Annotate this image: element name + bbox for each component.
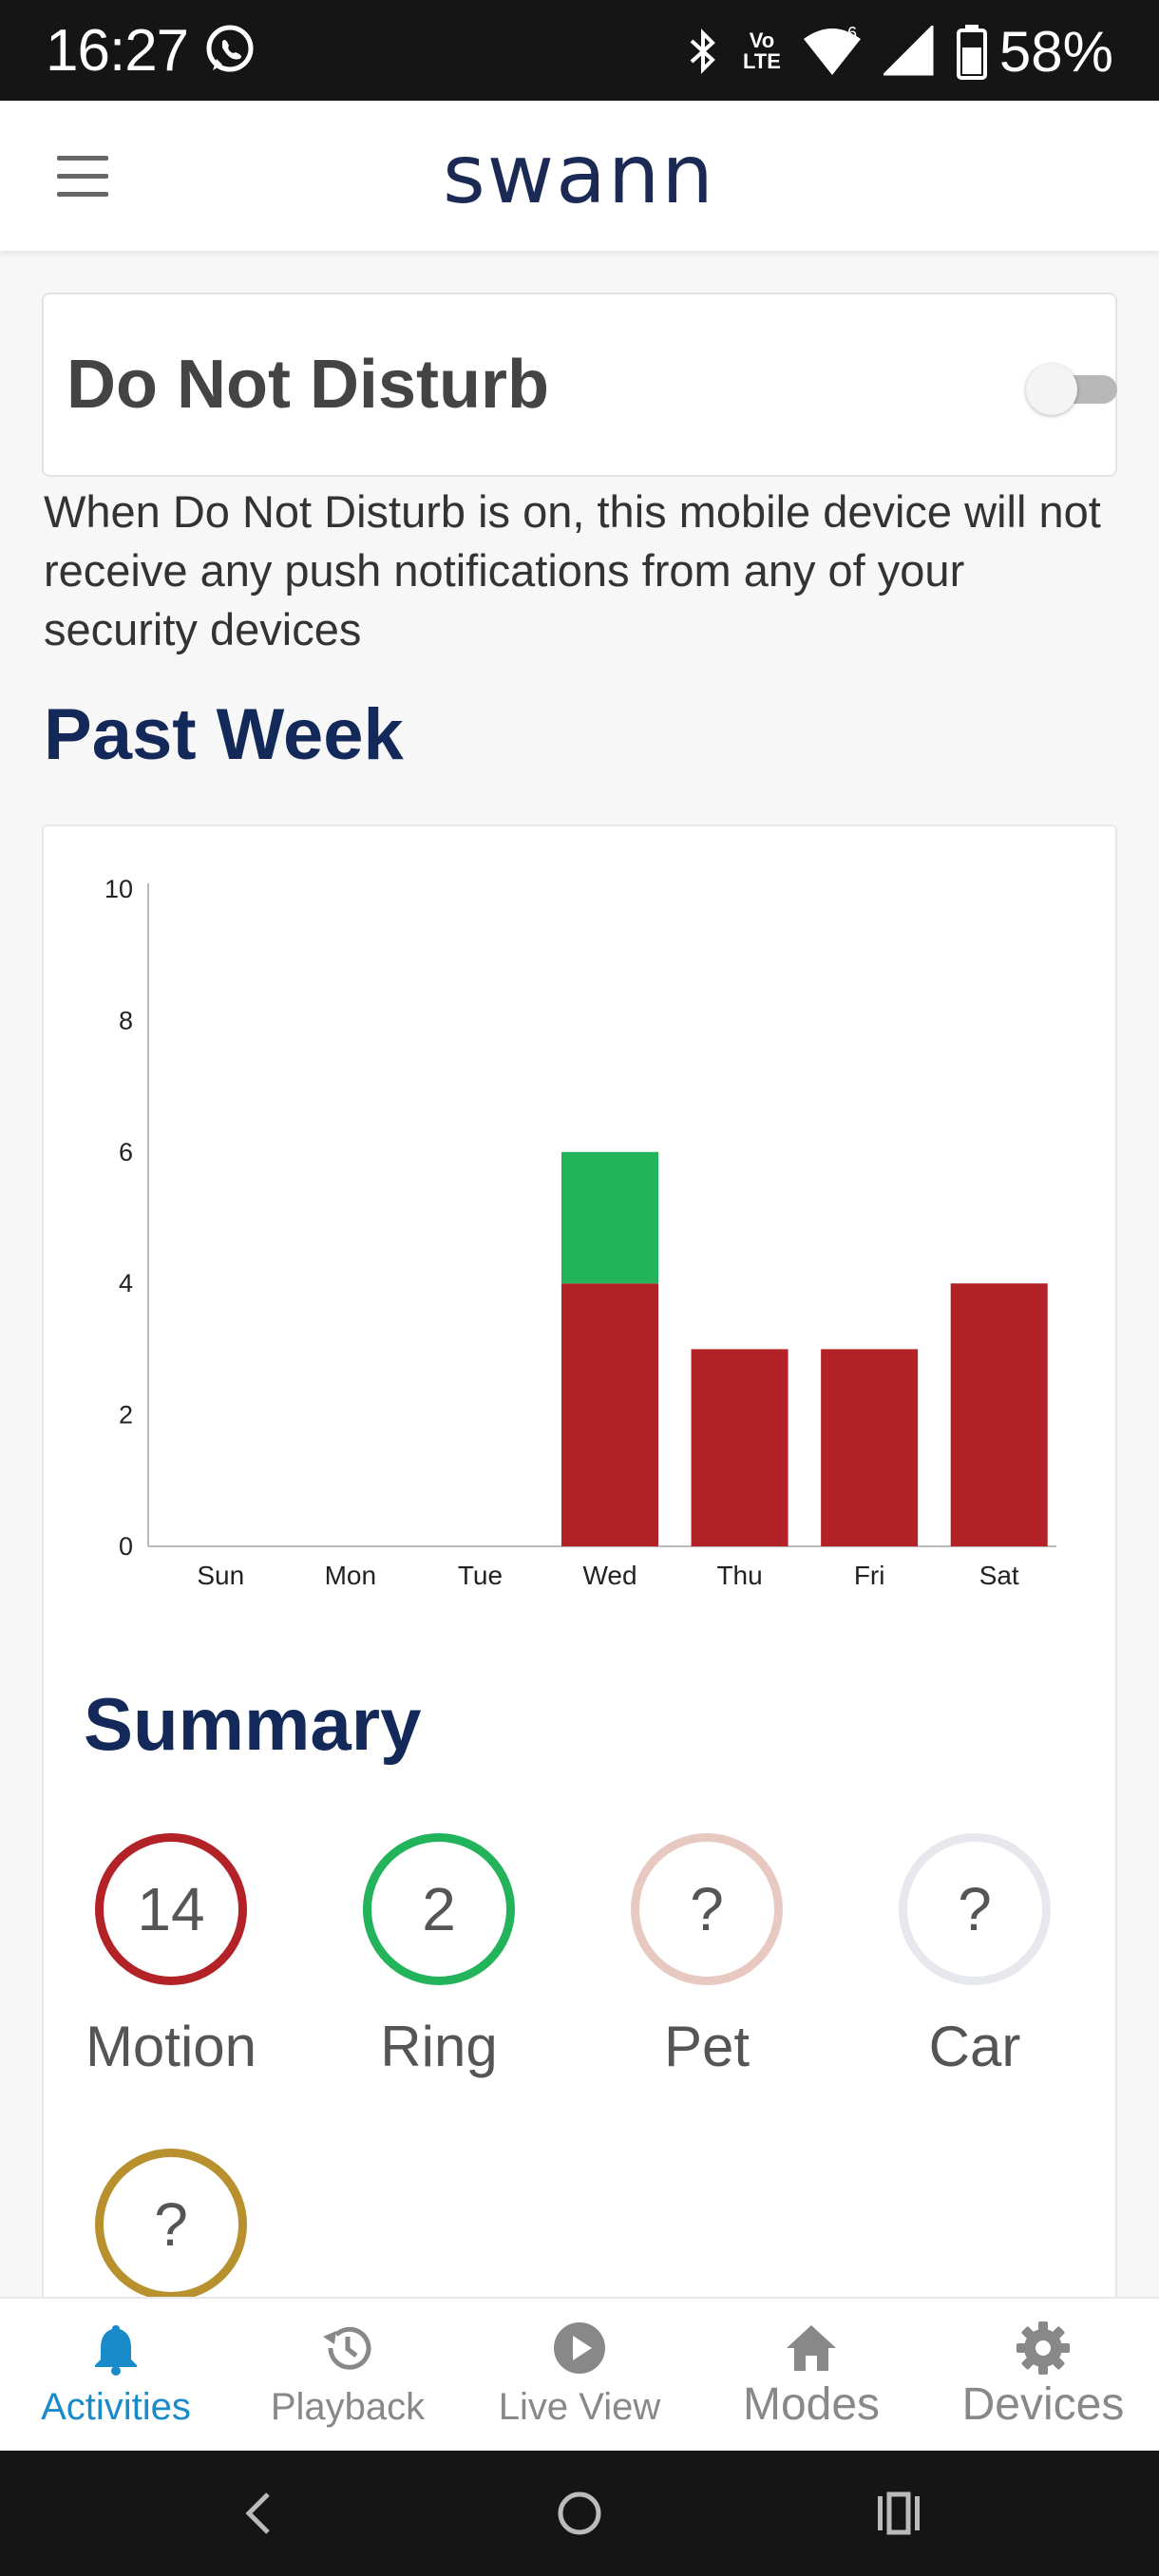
chart-card: 0 2 4 6 8 10 Sun Mon Tue Wed Thu Fri Sat bbox=[42, 824, 1117, 2306]
x-tick-label: Thu bbox=[716, 1561, 762, 1590]
volte-bottom-label: LTE bbox=[742, 49, 781, 73]
home-icon bbox=[787, 2325, 836, 2371]
bottom-nav: Activities Playback Live View Modes bbox=[0, 2297, 1159, 2451]
summary-item-motion[interactable]: 14 Motion bbox=[57, 1833, 285, 2079]
y-tick-label: 10 bbox=[104, 875, 133, 903]
bluetooth-icon bbox=[690, 28, 715, 74]
status-icons: Vo LTE 6 58% bbox=[684, 15, 1113, 87]
summary-label: Motion bbox=[85, 2015, 257, 2078]
dnd-toggle[interactable] bbox=[1026, 364, 1119, 415]
battery-icon bbox=[956, 25, 987, 80]
chart-labels: 0 2 4 6 8 10 Sun Mon Tue Wed Thu Fri Sat bbox=[104, 875, 1019, 1590]
summary-item-ring[interactable]: 2 Ring bbox=[325, 1833, 553, 2079]
chart-bars bbox=[561, 1151, 1048, 1546]
bar-sat-series-0 bbox=[950, 1283, 1048, 1546]
summary-circle: ? bbox=[899, 1833, 1051, 1985]
summary-label: Car bbox=[928, 2015, 1021, 2078]
y-tick-label: 4 bbox=[119, 1269, 133, 1297]
x-tick-label: Sun bbox=[197, 1561, 244, 1590]
bar-wed-series-0 bbox=[561, 1283, 658, 1546]
home-circle-icon[interactable] bbox=[551, 2485, 608, 2542]
nav-label: Activities bbox=[41, 2386, 191, 2428]
dnd-title: Do Not Disturb bbox=[66, 347, 549, 423]
y-tick-label: 6 bbox=[119, 1138, 133, 1166]
toggle-knob bbox=[1026, 364, 1077, 415]
wifi-icon: 6 bbox=[803, 26, 861, 75]
nav-label: Live View bbox=[498, 2386, 661, 2428]
y-tick-label: 2 bbox=[119, 1401, 133, 1430]
past-week-chart: 0 2 4 6 8 10 Sun Mon Tue Wed Thu Fri Sat bbox=[104, 875, 1056, 1590]
back-icon[interactable] bbox=[232, 2485, 289, 2542]
nav-label: Playback bbox=[270, 2386, 426, 2428]
bar-thu-series-0 bbox=[691, 1349, 788, 1546]
nav-playback[interactable]: Playback bbox=[232, 2299, 464, 2451]
brand-logo: swann bbox=[443, 127, 715, 222]
bell-icon bbox=[95, 2325, 137, 2376]
summary-circle: 14 bbox=[95, 1833, 247, 1985]
y-tick-label: 0 bbox=[119, 1532, 133, 1561]
bar-fri-series-0 bbox=[821, 1349, 919, 1546]
y-tick-label: 8 bbox=[119, 1006, 133, 1034]
app-header: swann bbox=[0, 101, 1159, 251]
x-tick-label: Mon bbox=[325, 1561, 376, 1590]
whatsapp-icon bbox=[206, 25, 254, 72]
summary-circle: ? bbox=[95, 2149, 247, 2301]
summary-item-other[interactable]: ? bbox=[57, 2149, 285, 2329]
x-tick-label: Wed bbox=[582, 1561, 636, 1590]
summary-title: Summary bbox=[84, 1682, 422, 1766]
summary-item-pet[interactable]: ? Pet bbox=[593, 1833, 821, 2079]
x-tick-label: Fri bbox=[854, 1561, 885, 1590]
signal-icon bbox=[883, 26, 934, 76]
nav-label: Modes bbox=[742, 2379, 881, 2430]
bar-wed-series-1 bbox=[561, 1151, 658, 1284]
dnd-card: Do Not Disturb bbox=[42, 293, 1117, 477]
play-circle-icon bbox=[554, 2322, 605, 2374]
summary-item-car[interactable]: ? Car bbox=[861, 1833, 1089, 2079]
dnd-description: When Do Not Disturb is on, this mobile d… bbox=[44, 486, 1101, 654]
nav-label: Devices bbox=[961, 2379, 1125, 2430]
summary-label: Pet bbox=[663, 2015, 750, 2078]
system-nav-bar bbox=[0, 2451, 1159, 2576]
volte-top-label: Vo bbox=[749, 28, 775, 52]
hamburger-menu-icon[interactable] bbox=[57, 156, 110, 198]
nav-live-view[interactable]: Live View bbox=[464, 2299, 695, 2451]
gear-icon bbox=[1016, 2321, 1070, 2375]
x-tick-label: Tue bbox=[458, 1561, 503, 1590]
network-badge: 6 bbox=[847, 26, 857, 43]
past-week-title: Past Week bbox=[44, 694, 404, 775]
nav-devices[interactable]: Devices bbox=[927, 2299, 1159, 2451]
status-time: 16:27 bbox=[46, 18, 189, 84]
nav-modes[interactable]: Modes bbox=[695, 2299, 927, 2451]
volte-icon: Vo LTE bbox=[743, 30, 781, 72]
summary-circle: ? bbox=[631, 1833, 783, 1985]
history-icon bbox=[323, 2326, 371, 2370]
recents-icon[interactable] bbox=[870, 2485, 927, 2542]
nav-activities[interactable]: Activities bbox=[0, 2299, 232, 2451]
summary-label: Ring bbox=[380, 2015, 498, 2078]
x-tick-label: Sat bbox=[979, 1561, 1019, 1590]
battery-percent: 58% bbox=[998, 19, 1113, 84]
summary-circle: 2 bbox=[363, 1833, 515, 1985]
status-bar: 16:27 Vo LTE 6 58% bbox=[0, 0, 1159, 101]
